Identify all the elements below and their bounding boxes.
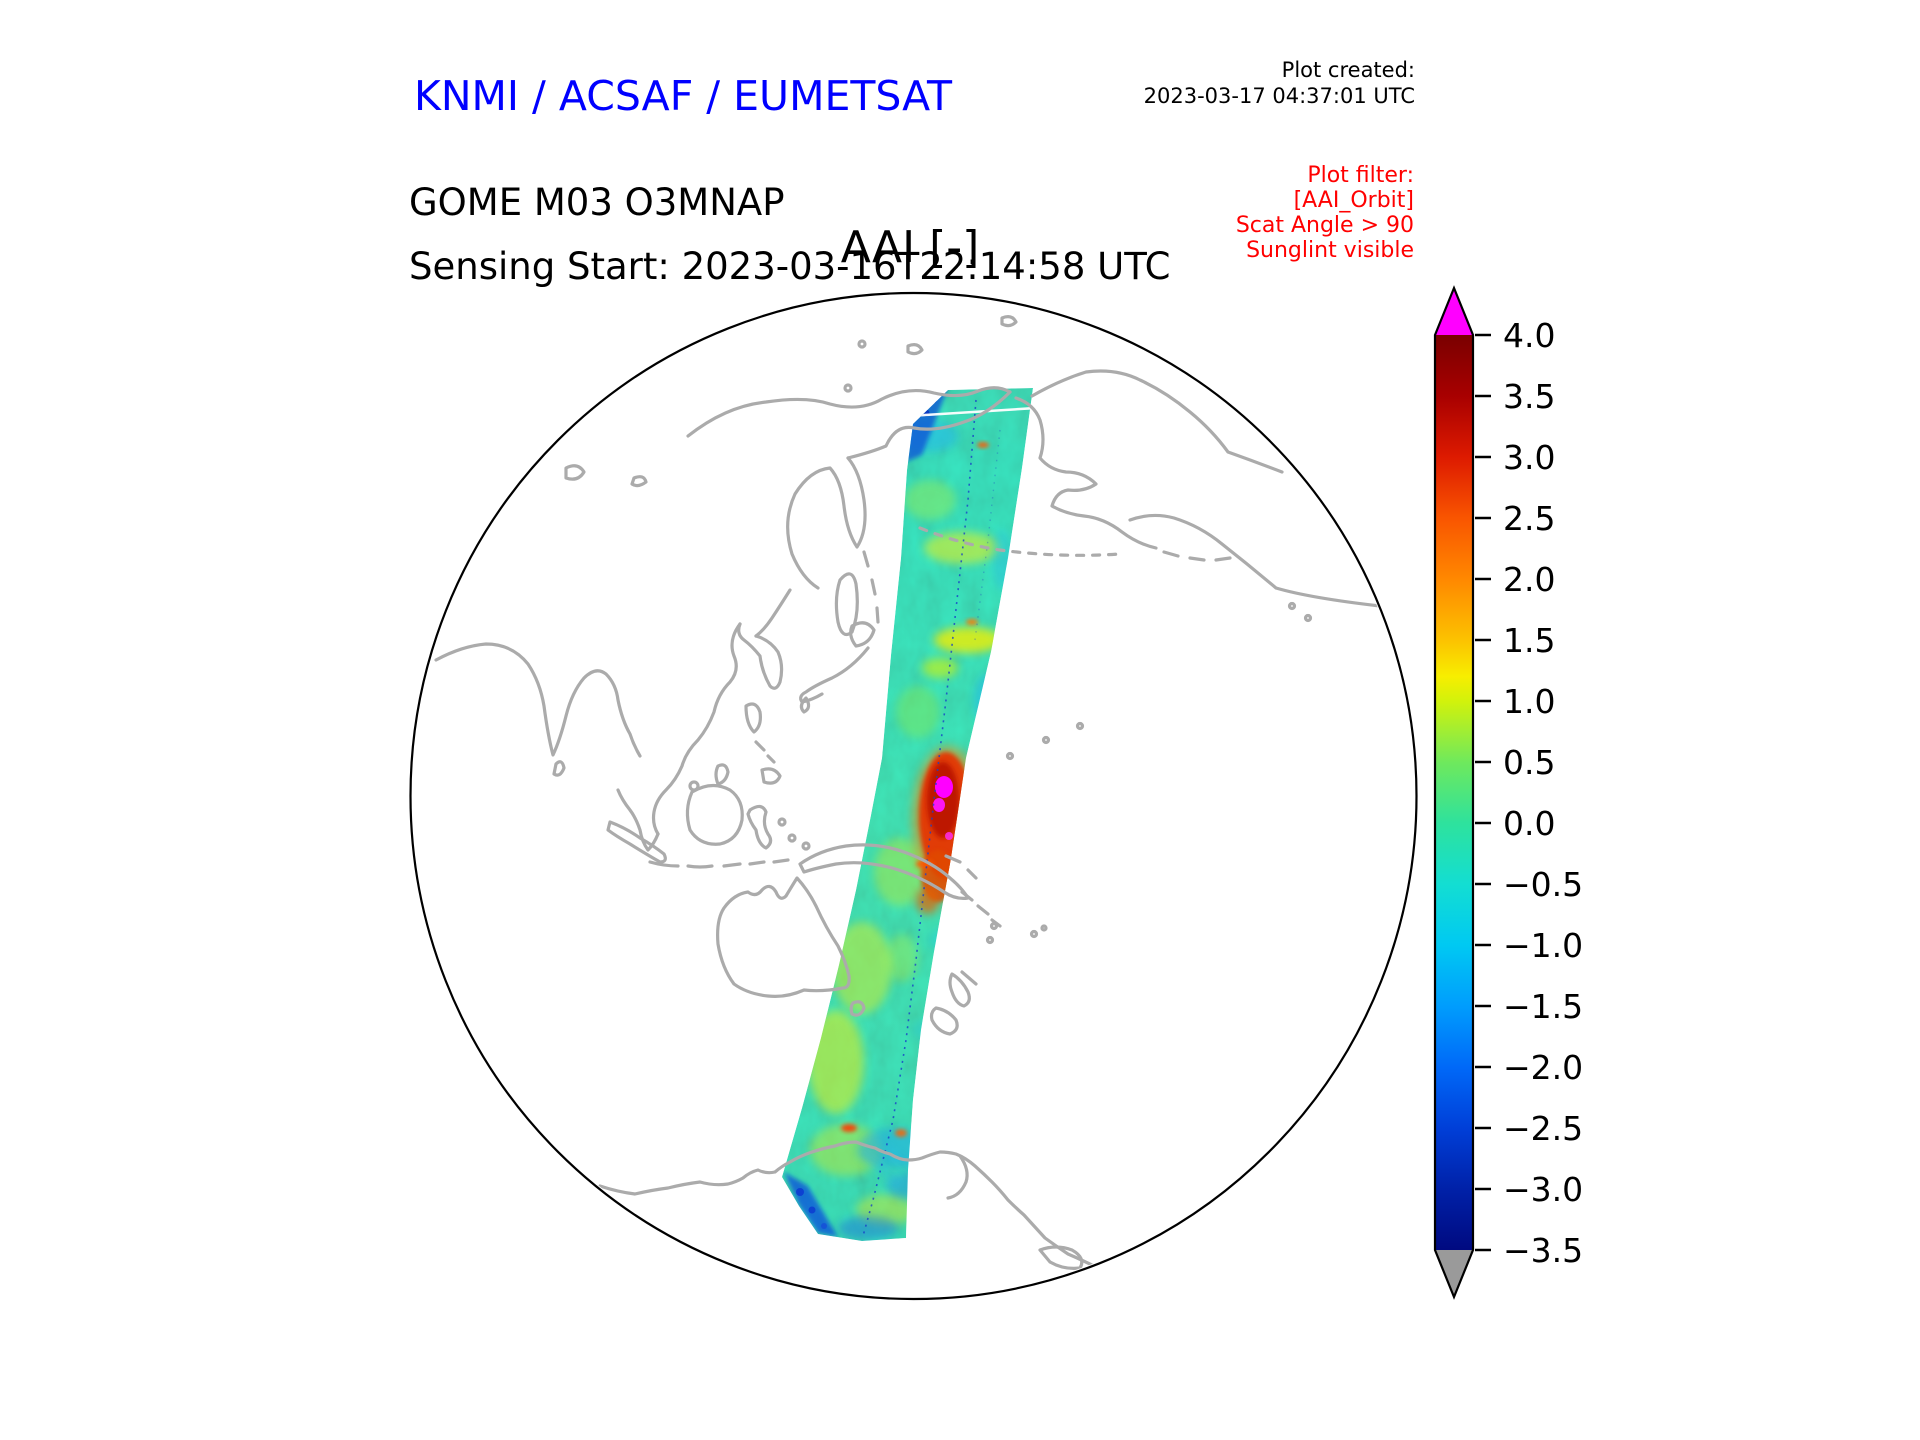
globe-map: 4.0 3.5 3.0 2.5 2.0 1.5 1.0 0.5 0.0 −0.5 −1.0 −1.5 −…	[0, 0, 1920, 1440]
colorbar-tick-label: 1.0	[1503, 682, 1555, 721]
island-fiji-1	[1032, 932, 1037, 937]
island-hawaii-2	[1306, 616, 1311, 621]
coast-nz-south	[932, 1008, 958, 1034]
map-title: AAI [-]	[735, 222, 1085, 273]
plot-created-block: Plot created: 2023-03-17 04:37:01 UTC	[1144, 57, 1415, 109]
plot-filter-line: [AAI_Orbit]	[1236, 188, 1414, 213]
coast-gulf-alaska	[1130, 515, 1380, 606]
coast-aleutians	[1164, 552, 1230, 560]
figure-canvas: 4.0 3.5 3.0 2.5 2.0 1.5 1.0 0.5 0.0 −0.5 −1.0 −1.5 −…	[0, 0, 1920, 1440]
colorbar-tick-label: 0.0	[1503, 804, 1555, 843]
coast-mindanao	[762, 769, 780, 783]
colorbar-ticks: 4.0 3.5 3.0 2.5 2.0 1.5 1.0 0.5 0.0 −0.5 −1.0 −1.5 −…	[1475, 316, 1583, 1270]
coast-antarctica-detail	[948, 1156, 967, 1198]
coast-honshu	[801, 648, 868, 702]
colorbar-gradient	[1435, 335, 1473, 1250]
coast-visayas	[756, 742, 774, 762]
red-spot-antarctic-2	[895, 1129, 907, 1137]
colorbar-tick-label: −0.5	[1503, 865, 1583, 904]
lake-1	[566, 466, 584, 479]
colorbar-tick-label: 3.0	[1503, 438, 1555, 477]
coast-kamchatka-okhotsk	[788, 458, 865, 588]
coast-new-caledonia	[962, 972, 976, 984]
island-molucca-3	[803, 843, 809, 849]
colorbar-tick-label: −2.5	[1503, 1109, 1583, 1148]
plot-created-label: Plot created:	[1144, 57, 1415, 83]
plot-filter-line: Scat Angle > 90	[1236, 213, 1414, 238]
island-micronesia-2	[1044, 738, 1049, 743]
colorbar-over-triangle	[1435, 288, 1473, 335]
island-arctic	[1002, 317, 1016, 326]
island-arctic-dot-2	[859, 341, 865, 347]
coast-sulawesi	[748, 806, 771, 848]
coast-china	[654, 624, 741, 834]
coast-kyushu	[801, 698, 808, 712]
colorbar-tick-label: −3.0	[1503, 1170, 1583, 1209]
aerosol-plume	[912, 746, 984, 914]
coast-bismarck	[946, 856, 976, 878]
island-wrangel	[908, 345, 922, 354]
island-micronesia-1	[1008, 754, 1013, 759]
coast-java-sunda	[650, 860, 788, 867]
coast-solomons	[962, 892, 1000, 926]
coast-nz-north	[950, 974, 969, 1006]
coast-arctic-america	[1032, 371, 1282, 472]
plot-filter-line: Plot filter:	[1236, 163, 1414, 188]
colorbar-under-triangle	[1435, 1250, 1473, 1297]
colorbar-tick-label: 0.5	[1503, 743, 1555, 782]
coast-hokkaido	[851, 623, 874, 646]
plot-filter-line: Sunglint visible	[1236, 238, 1414, 263]
lake-2	[632, 477, 646, 486]
colorbar-tick-label: 3.5	[1503, 377, 1555, 416]
coast-australia	[718, 878, 850, 996]
coast-primorye	[756, 590, 790, 636]
island-vanuatu-2	[992, 924, 997, 929]
product-title: GOME M03 O3MNAP	[409, 181, 785, 224]
plot-filter-block: Plot filter: [AAI_Orbit] Scat Angle > 90…	[1236, 163, 1414, 263]
colorbar-tick-label: 2.0	[1503, 560, 1555, 599]
brand-title: KNMI / ACSAF / EUMETSAT	[414, 72, 952, 120]
colorbar-tick-label: 2.5	[1503, 499, 1555, 538]
island-vanuatu-1	[988, 938, 993, 943]
satellite-swath	[770, 380, 1050, 1250]
coast-sri-lanka	[554, 762, 564, 775]
colorbar-tick-label: 1.5	[1503, 621, 1555, 660]
coast-borneo	[687, 785, 742, 844]
coast-alaska	[1016, 398, 1156, 548]
coast-taiwan	[716, 765, 728, 784]
colorbar-tick-label: −2.0	[1503, 1048, 1583, 1087]
coast-kuril-islands	[864, 552, 878, 622]
island-fiji-2	[1042, 926, 1046, 930]
island-arctic-dot-1	[845, 385, 851, 391]
colorbar-tick-label: −1.5	[1503, 987, 1583, 1026]
coast-luzon	[746, 704, 760, 732]
island-molucca-1	[779, 819, 785, 825]
island-micronesia-3	[1078, 724, 1083, 729]
plot-created-timestamp: 2023-03-17 04:37:01 UTC	[1144, 83, 1415, 109]
coast-india	[436, 644, 640, 756]
colorbar-tick-label: 4.0	[1503, 316, 1555, 355]
colorbar-tick-label: −3.5	[1503, 1231, 1583, 1270]
colorbar: 4.0 3.5 3.0 2.5 2.0 1.5 1.0 0.5 0.0 −0.5 −1.0 −1.5 −…	[1435, 288, 1583, 1297]
island-hawaii-1	[1290, 604, 1295, 609]
colorbar-tick-label: −1.0	[1503, 926, 1583, 965]
red-spot-antarctic-1	[841, 1124, 857, 1132]
island-molucca-2	[789, 835, 795, 841]
